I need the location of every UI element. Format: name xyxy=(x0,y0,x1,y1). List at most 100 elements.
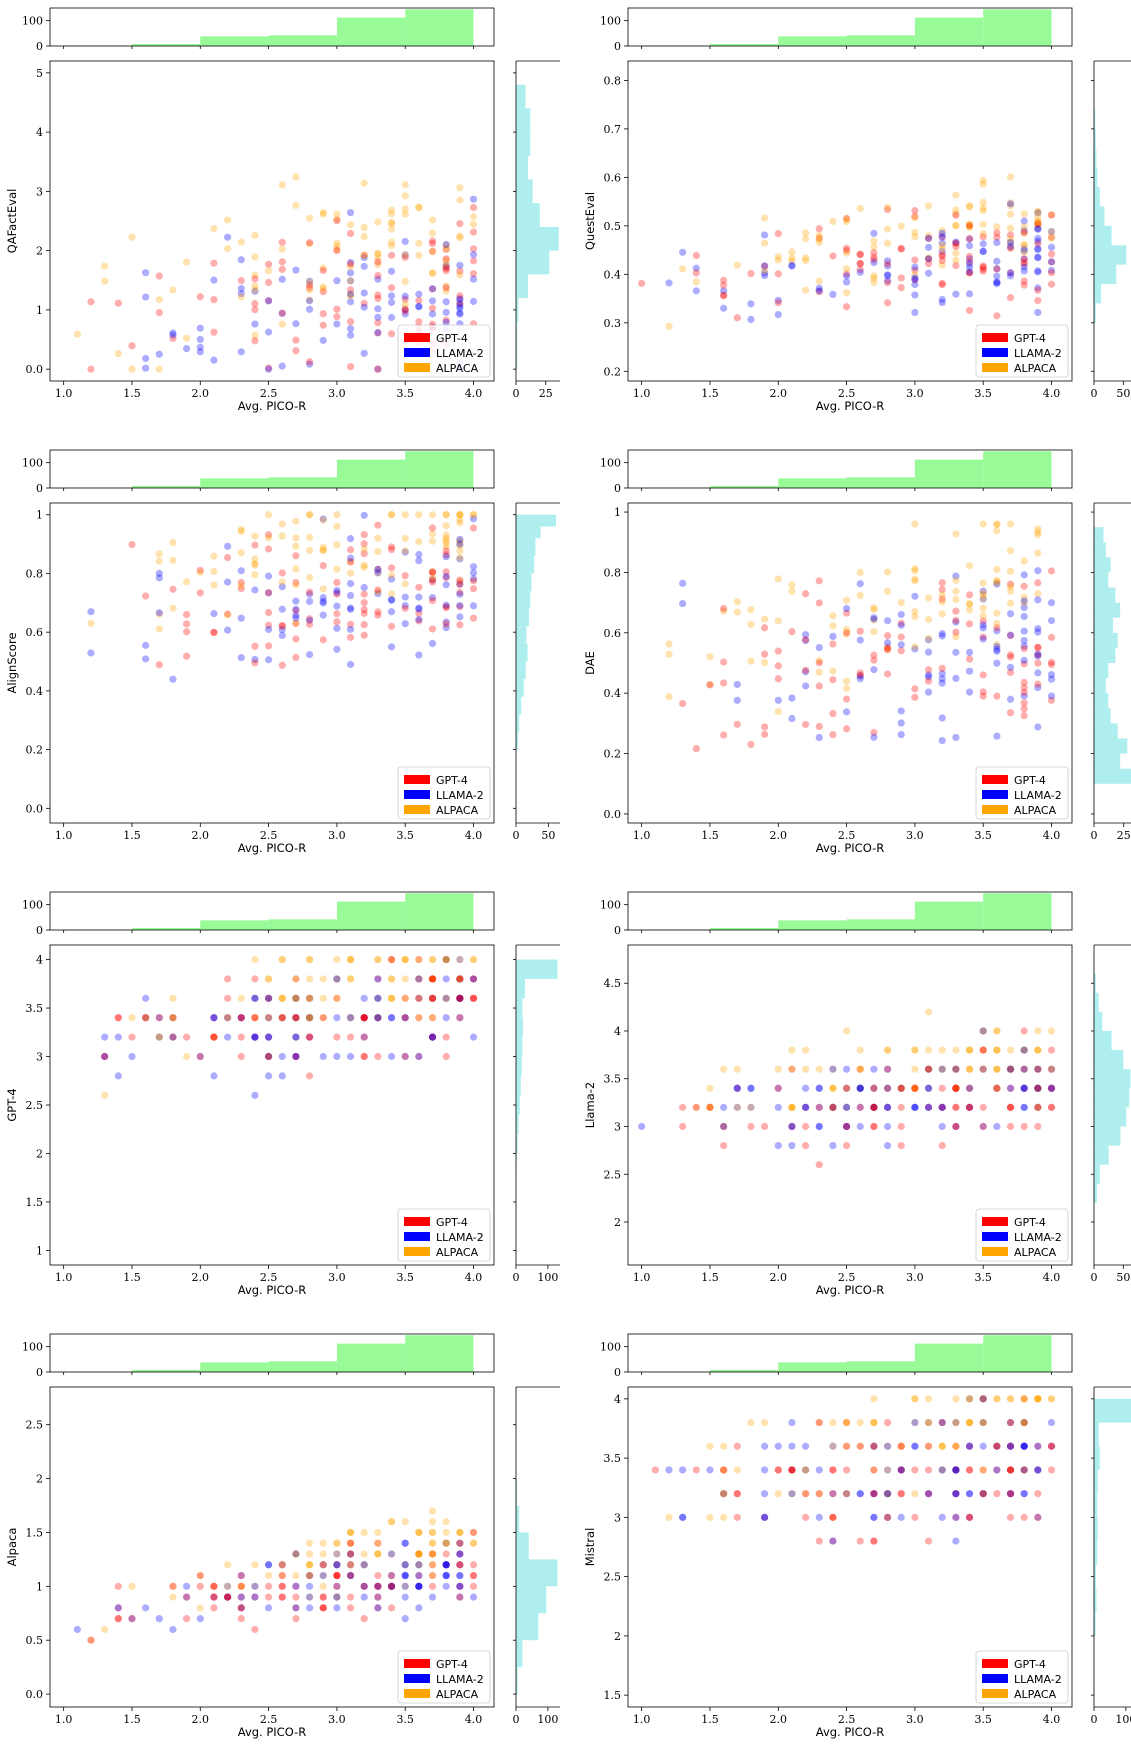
scatter-point xyxy=(142,655,150,663)
scatter-point xyxy=(1034,1065,1042,1073)
scatter-point xyxy=(360,232,368,241)
scatter-point xyxy=(1006,269,1015,277)
scatter-point xyxy=(169,1014,177,1022)
scatter-point xyxy=(346,1033,355,1041)
scatter-point xyxy=(305,1014,314,1022)
top-hist-bar xyxy=(336,17,406,46)
scatter-point xyxy=(1020,1122,1028,1131)
scatter-point xyxy=(360,223,368,232)
scatter-point xyxy=(788,1466,796,1474)
scatter-point xyxy=(292,173,300,181)
scatter-point xyxy=(1034,723,1042,731)
scatter-point xyxy=(802,1490,810,1498)
scatter-point xyxy=(856,1065,864,1073)
main-frame xyxy=(627,944,1073,1266)
scatter-point xyxy=(761,723,769,731)
scatter-point xyxy=(829,1513,837,1521)
scatter-point xyxy=(374,218,382,226)
scatter-point xyxy=(442,522,450,530)
scatter-point xyxy=(237,1604,245,1612)
scatter-point xyxy=(938,1418,946,1427)
scatter-point xyxy=(387,955,396,964)
scatter-point xyxy=(251,306,259,314)
scatter-point xyxy=(456,295,464,304)
scatter-point xyxy=(237,1033,245,1041)
scatter-point xyxy=(442,255,450,263)
scatter-point xyxy=(924,1046,933,1054)
scatter-point xyxy=(333,578,341,587)
scatter-point xyxy=(237,289,245,298)
scatter-point xyxy=(210,1604,218,1612)
xtick-label: 1.5 xyxy=(701,1271,719,1284)
main-frame xyxy=(627,1386,1073,1708)
scatter-point xyxy=(1020,1046,1028,1054)
scatter-point xyxy=(993,1065,1001,1073)
xtick-label: 2.5 xyxy=(838,1271,856,1284)
scatter-point xyxy=(196,324,204,332)
scatter-point xyxy=(993,1442,1001,1450)
xtick-label: 2.0 xyxy=(192,829,210,842)
scatter-point xyxy=(1047,227,1056,236)
scatter-point xyxy=(264,621,273,629)
scatter-point xyxy=(292,611,300,619)
scatter-point xyxy=(993,642,1001,651)
scatter-point xyxy=(965,1084,974,1092)
scatter-point xyxy=(1020,603,1028,611)
scatter-point xyxy=(1034,296,1042,305)
scatter-point xyxy=(856,1442,864,1450)
scatter-point xyxy=(815,235,823,243)
scatter-point xyxy=(346,1014,355,1022)
ytick-label: 0.2 xyxy=(26,744,44,757)
scatter-point xyxy=(360,994,368,1002)
scatter-point xyxy=(720,291,728,299)
scatter-point xyxy=(856,250,864,258)
scatter-point xyxy=(142,364,150,372)
scatter-point xyxy=(251,1033,259,1041)
scatter-point xyxy=(387,511,396,519)
scatter-point xyxy=(897,1103,905,1111)
scatter-point xyxy=(319,546,327,555)
scatter-point xyxy=(829,1141,837,1150)
scatter-point xyxy=(979,1046,987,1054)
right-hist-bar xyxy=(1094,768,1131,784)
scatter-point xyxy=(387,975,396,983)
scatter-point xyxy=(237,1014,245,1022)
right-hist-bar xyxy=(516,696,522,715)
scatter-point xyxy=(1006,1418,1015,1427)
scatter-point xyxy=(1020,255,1028,263)
scatter-point xyxy=(469,524,478,532)
scatter-point xyxy=(442,1550,450,1558)
ytick-label: 2.5 xyxy=(26,1099,44,1112)
scatter-point xyxy=(401,534,409,543)
ytick-label: 0.8 xyxy=(26,567,44,580)
scatter-point xyxy=(142,1014,150,1022)
scatter-point xyxy=(979,595,987,603)
scatter-point xyxy=(1047,567,1056,575)
scatter-point xyxy=(169,1033,177,1041)
scatter-point xyxy=(979,240,987,248)
scatter-point xyxy=(87,608,95,616)
scatter-point xyxy=(360,251,368,259)
scatter-point xyxy=(387,590,396,598)
scatter-point xyxy=(1006,1065,1015,1073)
legend-swatch xyxy=(404,775,430,784)
xtick-label: 2.5 xyxy=(838,1713,856,1726)
scatter-point xyxy=(1006,199,1015,207)
scatter-point xyxy=(1006,567,1015,575)
scatter-point xyxy=(224,1582,232,1590)
scatter-point xyxy=(815,277,823,285)
scatter-point xyxy=(428,975,437,983)
scatter-point xyxy=(210,1582,218,1590)
scatter-point xyxy=(415,617,423,625)
scatter-point xyxy=(870,1442,878,1450)
scatter-point xyxy=(1020,1466,1028,1474)
scatter-point xyxy=(183,1593,191,1601)
scatter-point xyxy=(305,955,314,964)
scatter-point xyxy=(305,1593,314,1601)
scatter-point xyxy=(456,994,464,1002)
scatter-point xyxy=(333,586,341,595)
scatter-point xyxy=(1034,1084,1042,1092)
scatter-point xyxy=(346,1528,355,1537)
scatter-point xyxy=(979,604,987,612)
top-hist-ytick-label: 100 xyxy=(22,15,43,28)
